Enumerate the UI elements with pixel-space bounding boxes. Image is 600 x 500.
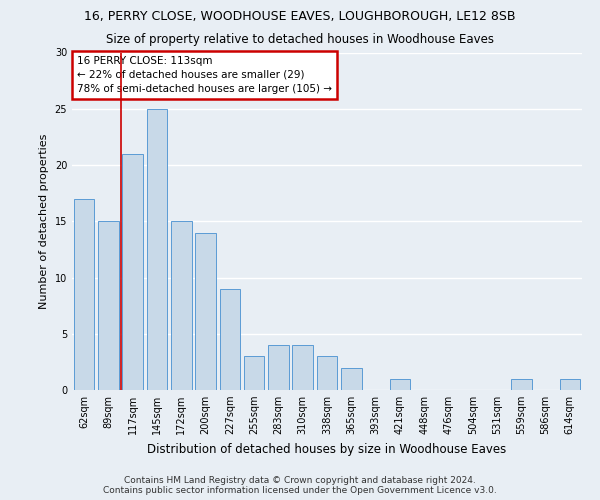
Text: Size of property relative to detached houses in Woodhouse Eaves: Size of property relative to detached ho… bbox=[106, 32, 494, 46]
Bar bbox=[122, 154, 143, 390]
Bar bbox=[98, 221, 119, 390]
Text: Contains HM Land Registry data © Crown copyright and database right 2024.
Contai: Contains HM Land Registry data © Crown c… bbox=[103, 476, 497, 495]
Bar bbox=[220, 289, 240, 390]
Bar bbox=[389, 379, 410, 390]
Bar bbox=[292, 345, 313, 390]
Bar bbox=[341, 368, 362, 390]
Bar bbox=[195, 232, 216, 390]
Bar bbox=[268, 345, 289, 390]
Bar bbox=[146, 109, 167, 390]
Bar bbox=[74, 198, 94, 390]
Bar bbox=[317, 356, 337, 390]
X-axis label: Distribution of detached houses by size in Woodhouse Eaves: Distribution of detached houses by size … bbox=[148, 442, 506, 456]
Bar bbox=[511, 379, 532, 390]
Text: 16, PERRY CLOSE, WOODHOUSE EAVES, LOUGHBOROUGH, LE12 8SB: 16, PERRY CLOSE, WOODHOUSE EAVES, LOUGHB… bbox=[84, 10, 516, 23]
Bar bbox=[171, 221, 191, 390]
Text: 16 PERRY CLOSE: 113sqm
← 22% of detached houses are smaller (29)
78% of semi-det: 16 PERRY CLOSE: 113sqm ← 22% of detached… bbox=[77, 56, 332, 94]
Bar bbox=[244, 356, 265, 390]
Bar bbox=[560, 379, 580, 390]
Y-axis label: Number of detached properties: Number of detached properties bbox=[39, 134, 49, 309]
